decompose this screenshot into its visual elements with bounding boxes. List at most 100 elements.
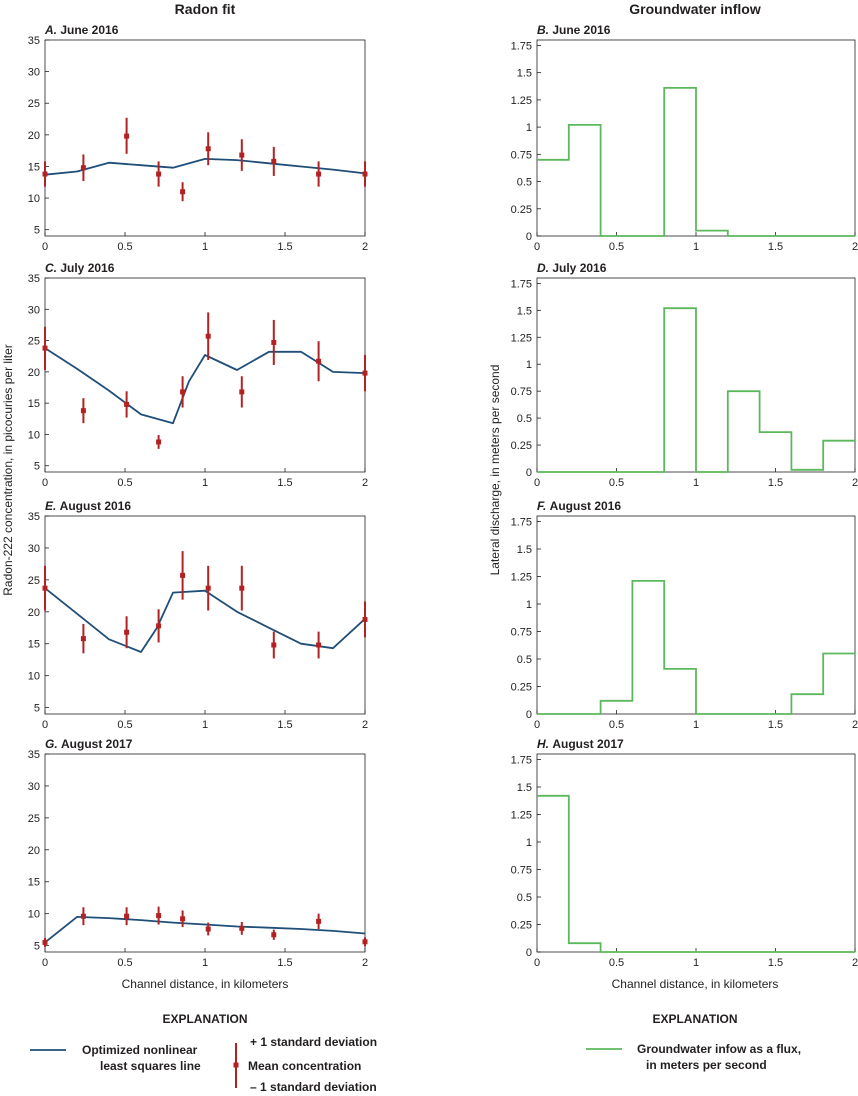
mean-marker	[80, 636, 86, 642]
y-tick-label: 1.75	[511, 40, 532, 52]
y-tick-label: 1.75	[511, 517, 532, 529]
panel-title: H. August 2017	[537, 737, 624, 751]
fit-line-legend-label-1: Optimized nonlinear	[82, 1043, 198, 1057]
y-tick-label: 30	[28, 304, 40, 316]
x-tick-label: 0	[42, 477, 48, 489]
panel-title: C. July 2016	[45, 261, 115, 275]
x-tick-label: 1	[693, 957, 699, 969]
panel-title: D. July 2016	[537, 261, 607, 275]
mean-marker	[180, 189, 186, 195]
y-tick-label: 15	[28, 877, 40, 889]
y-tick-label: 0	[526, 709, 532, 721]
y-tick-label: 20	[28, 130, 40, 142]
x-tick-label: 1.5	[768, 241, 783, 253]
mean-marker	[239, 152, 245, 158]
mean-marker	[42, 171, 48, 177]
x-tick-label: 0	[534, 241, 540, 253]
y-tick-label: 1.25	[511, 572, 532, 584]
y-tick-label: 20	[28, 607, 40, 619]
x-tick-label: 0	[534, 477, 540, 489]
mean-marker	[362, 370, 368, 376]
fit-line-legend-label-2: least squares line	[100, 1059, 201, 1073]
y-tick-label: 0.75	[511, 149, 532, 161]
x-tick-label: 1.5	[277, 719, 292, 731]
x-tick-label: 0.5	[609, 957, 624, 969]
mean-marker	[80, 165, 86, 171]
minus-sd-legend-label: – 1 standard deviation	[250, 1080, 377, 1094]
y-tick-label: 10	[28, 671, 40, 683]
radon-y-axis-label: Radon-222 concentration, in picocuries p…	[1, 344, 15, 595]
inflow-step-line	[537, 307, 855, 473]
x-tick-label: 2	[362, 719, 368, 731]
y-tick-label: 20	[28, 367, 40, 379]
x-tick-label: 2	[852, 719, 858, 731]
x-tick-label: 2	[852, 957, 858, 969]
panel-title: A. June 2016	[44, 23, 119, 37]
y-tick-label: 0.25	[511, 920, 532, 932]
inflow-x-axis-label: Channel distance, in kilometers	[612, 977, 779, 991]
panel-H: H. August 2017 0 0.5 1 1.5 2 0 0.25 0.5 0.75 1 1.25…	[511, 737, 858, 969]
fit-line	[44, 916, 366, 944]
panel-letter: G.	[45, 737, 61, 751]
x-tick-label: 0	[42, 241, 48, 253]
x-tick-label: 2	[852, 477, 858, 489]
mean-marker	[180, 572, 186, 578]
mean-marker	[205, 585, 211, 591]
mean-marker	[205, 926, 211, 932]
y-tick-label: 30	[28, 67, 40, 79]
y-tick-label: 10	[28, 429, 40, 441]
right-column-title: Groundwater inflow	[629, 1, 761, 17]
mean-marker	[124, 629, 130, 635]
y-tick-label: 35	[28, 749, 40, 761]
mean-marker	[316, 918, 322, 924]
y-tick-label: 0	[526, 947, 532, 959]
panel-title: G. August 2017	[45, 737, 133, 751]
x-tick-label: 1.5	[768, 957, 783, 969]
y-tick-label: 0.25	[511, 682, 532, 694]
y-tick-label: 0.5	[517, 413, 532, 425]
mean-marker	[316, 358, 322, 364]
y-tick-label: 0	[526, 467, 532, 479]
mean-marker	[156, 623, 162, 629]
y-tick-label: 1.25	[511, 332, 532, 344]
x-tick-label: 2	[362, 477, 368, 489]
y-tick-label: 30	[28, 543, 40, 555]
y-tick-label: 0.25	[511, 204, 532, 216]
x-tick-label: 2	[852, 241, 858, 253]
panel-letter: A.	[44, 23, 60, 37]
inflow-step-line	[537, 580, 855, 715]
x-tick-label: 0.5	[117, 241, 132, 253]
mean-marker	[316, 171, 322, 177]
y-tick-label: 5	[34, 225, 40, 237]
panel-letter: D.	[537, 261, 552, 275]
panel-letter: H.	[537, 737, 552, 751]
panel-date: August 2016	[550, 499, 622, 513]
mean-marker	[124, 913, 130, 919]
panel-date: July 2016	[60, 261, 114, 275]
y-tick-label: 1.5	[517, 305, 532, 317]
mean-marker	[156, 171, 162, 177]
y-tick-label: 5	[34, 703, 40, 715]
y-tick-label: 0.5	[517, 177, 532, 189]
mean-marker	[362, 939, 368, 945]
legend-heading: EXPLANATION	[652, 1012, 737, 1026]
inflow-step-line	[537, 87, 855, 237]
mean-marker	[80, 913, 86, 919]
mean-marker	[156, 439, 162, 445]
inflow-step-line	[537, 794, 855, 953]
y-tick-label: 15	[28, 398, 40, 410]
inflow-legend: EXPLANATION Groundwater infow as a flux,…	[586, 1012, 801, 1072]
y-tick-label: 1.25	[511, 810, 532, 822]
x-tick-label: 1	[693, 719, 699, 731]
panel-letter: F.	[537, 499, 550, 513]
mean-marker	[271, 158, 277, 164]
x-tick-label: 1.5	[277, 241, 292, 253]
mean-marker	[271, 339, 277, 345]
y-tick-label: 5	[34, 941, 40, 953]
x-tick-label: 1	[202, 719, 208, 731]
mean-marker	[362, 171, 368, 177]
panel-title: B. June 2016	[537, 23, 611, 37]
mean-marker-legend-swatch	[233, 1062, 239, 1068]
